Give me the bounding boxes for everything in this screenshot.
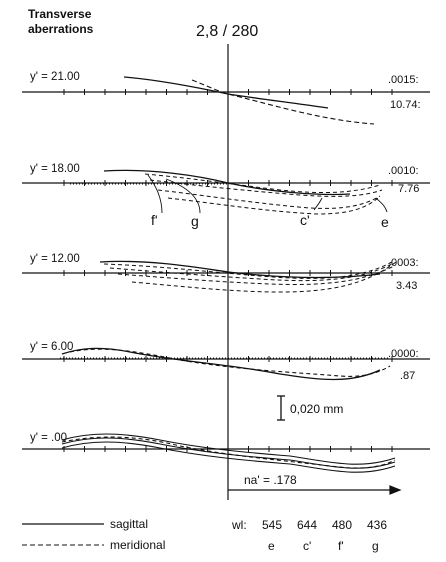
curve-label-g: g: [191, 213, 199, 229]
wavelength-name-3: f': [338, 539, 344, 553]
row-2-meridional-e-curve: [167, 197, 379, 215]
row-2-value-bottom: 7.76: [398, 183, 419, 195]
curve-label-c: c': [300, 212, 310, 228]
row-2-sagittal-curve: [103, 169, 351, 196]
row-4-curves: [60, 347, 391, 381]
row-2-meridional-g-curve: [149, 179, 383, 197]
row-1-value-top: .0015:: [388, 74, 419, 86]
row-4-sagittal-curve: [61, 347, 381, 381]
row-1-value-bottom: 10.74:: [390, 99, 421, 111]
wavelength-value-1: 545: [262, 518, 282, 532]
legend-meridional-label: meridional: [110, 538, 165, 552]
lens-spec: 2,8 / 280: [196, 23, 258, 40]
row-1-sagittal-curve: [123, 76, 329, 109]
wavelength-value-3: 480: [332, 518, 352, 532]
aperture-arrow: [228, 485, 402, 495]
row-axes: [22, 89, 430, 452]
row-4-meridional-curve: [69, 348, 391, 377]
row-3-y-label: y' = 12.00: [30, 253, 80, 265]
row-2-value-top: .0010:: [388, 165, 419, 177]
row-3-value-bottom: 3.43: [396, 280, 417, 292]
row-5-curves: [61, 433, 396, 473]
curve-label-leaders: [147, 174, 388, 214]
wavelength-value-4: 436: [367, 518, 387, 532]
title-line-2: aberrations: [28, 22, 94, 36]
row-1-curves: [123, 76, 375, 125]
title-line-1: Transverse: [28, 7, 92, 21]
legend-sagittal-label: sagittal: [110, 517, 148, 531]
row-4-value-top: .0000:: [388, 348, 419, 360]
wavelength-name-1: e: [268, 539, 275, 553]
row-2-y-label: y' = 18.00: [30, 163, 80, 175]
scale-bar-label: 0,020 mm: [290, 402, 343, 416]
row-1-meridional-curve: [191, 79, 375, 125]
row-1-y-label: y' = 21.00: [30, 71, 80, 83]
row-2-meridional-f-curve: [144, 173, 381, 194]
scale-bar: [277, 395, 285, 421]
row-3-sagittal-curve: [99, 260, 381, 279]
wavelength-label: wl:: [231, 518, 247, 532]
curve-label-f: f': [151, 212, 158, 228]
wavelength-name-4: g: [372, 539, 379, 553]
row-2-curves: [70, 169, 383, 215]
row-3-value-top: .0003:: [388, 257, 419, 269]
row-4-y-label: y' = 6.00: [30, 341, 73, 353]
curve-label-e: e: [381, 214, 389, 230]
row-4-value-bottom: .87: [400, 370, 415, 382]
row-5-y-label: y' = .00: [30, 432, 67, 444]
row-2-meridional-c-curve: [157, 189, 381, 209]
wavelength-name-2: c': [303, 539, 311, 553]
row-3-curves: [99, 260, 397, 293]
aperture-label: na' = .178: [244, 473, 297, 487]
wavelength-value-2: 644: [297, 518, 317, 532]
